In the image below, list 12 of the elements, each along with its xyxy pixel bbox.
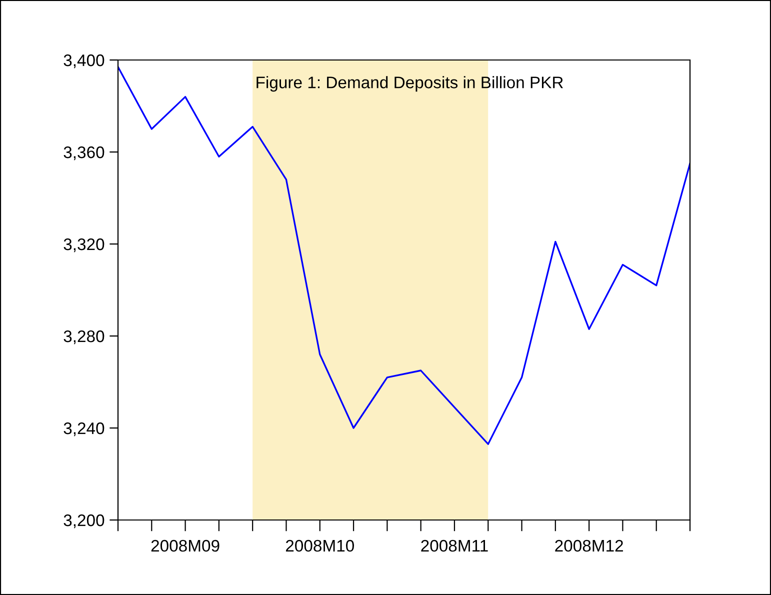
- y-tick-label: 3,240: [64, 422, 104, 436]
- x-tick-label: 2008M12: [555, 540, 623, 552]
- line-series: [118, 66, 690, 445]
- y-tick-label: 3,320: [64, 238, 104, 252]
- y-tick-label: 3,360: [64, 146, 104, 160]
- y-tick-label: 3,200: [64, 514, 104, 528]
- x-tick-label: 2008M11: [421, 540, 488, 552]
- y-tick-label: 3,280: [64, 330, 104, 344]
- text: Figure 1: Demand Deposits in Billion PKR: [256, 76, 563, 92]
- y-tick-label: 3,400: [64, 54, 104, 68]
- x-tick-label: 2008M09: [151, 540, 220, 552]
- x-tick-label: 2008M10: [286, 540, 354, 552]
